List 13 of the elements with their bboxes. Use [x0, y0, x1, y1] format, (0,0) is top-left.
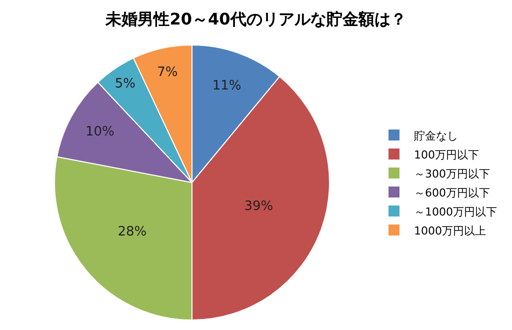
data-label: 5% — [114, 76, 136, 92]
data-label: 39% — [244, 199, 274, 214]
chart-title: 未婚男性20～40代のリアルな貯金額は？ — [104, 9, 406, 28]
data-label: 7% — [157, 64, 178, 80]
legend-label: ～300万円以下 — [414, 167, 490, 180]
data-label: 28% — [118, 224, 147, 240]
legend-label: 貯金なし — [414, 129, 458, 142]
data-label: 10% — [86, 124, 114, 140]
legend-label: ～1000万円以下 — [414, 205, 497, 218]
legend-label: 1000万円以上 — [414, 224, 486, 238]
legend-label: ～600万円以下 — [414, 186, 490, 200]
legend-label: 100万円以下 — [414, 148, 479, 162]
data-label: 11% — [212, 78, 242, 94]
